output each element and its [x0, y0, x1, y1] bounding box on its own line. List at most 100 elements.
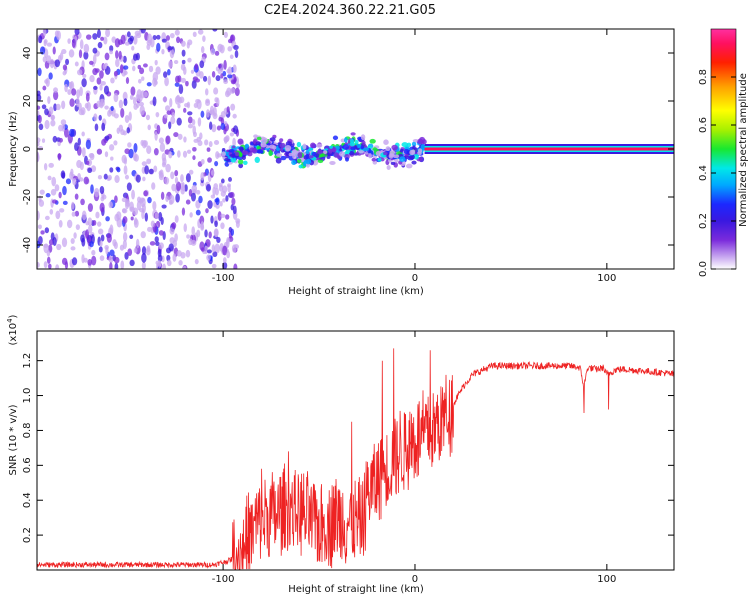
heat-cell: [55, 103, 61, 111]
chart-title: C2E4.2024.360.22.21.G05: [264, 3, 436, 18]
heat-cell: [182, 265, 187, 269]
heat-cell: [185, 173, 191, 183]
heat-cell: [99, 240, 103, 247]
heat-cell: [276, 153, 283, 157]
heat-cell: [197, 117, 202, 127]
heat-cell: [218, 184, 224, 192]
heat-cell: [47, 96, 51, 105]
heat-cell: [133, 217, 138, 225]
heat-cell: [401, 142, 409, 148]
heat-cell: [109, 50, 113, 55]
heat-cell: [41, 104, 47, 110]
heat-cell: [256, 136, 262, 141]
heat-cell: [96, 29, 101, 39]
heat-cell: [171, 183, 177, 192]
heat-cell: [229, 54, 234, 60]
heat-cell: [123, 98, 128, 106]
heat-cell: [215, 75, 221, 82]
y-tick-label: -40: [22, 237, 33, 253]
heat-cell: [174, 169, 179, 177]
heat-cell: [168, 60, 173, 69]
heat-cell: [169, 97, 173, 108]
heat-cell: [199, 60, 205, 69]
heat-cell: [58, 137, 63, 143]
heat-cell: [167, 46, 173, 51]
heat-cell: [50, 188, 57, 196]
heat-cell: [227, 38, 233, 44]
heat-cell: [296, 141, 302, 148]
heat-cell: [161, 204, 167, 209]
heat-cell: [235, 220, 240, 229]
heat-cell: [71, 257, 78, 266]
heat-cell: [81, 254, 85, 264]
heat-cell: [166, 110, 172, 115]
heat-cell: [121, 197, 127, 203]
heat-cell: [85, 229, 90, 239]
heat-cell: [195, 98, 201, 104]
heat-cell: [100, 80, 106, 86]
heat-cell: [79, 177, 84, 182]
heat-cell: [269, 137, 276, 142]
heat-cell: [97, 41, 103, 49]
heat-cell: [165, 163, 171, 173]
heat-cell: [74, 142, 79, 152]
heat-cell: [184, 102, 190, 108]
heat-cell: [185, 249, 191, 258]
heat-cell: [345, 149, 351, 154]
heat-cell: [135, 238, 140, 249]
heat-cell: [37, 67, 42, 77]
heat-cell: [154, 212, 159, 220]
heat-cell: [141, 246, 147, 255]
heat-cell: [310, 142, 316, 149]
heat-cell: [37, 146, 44, 151]
heat-cell: [284, 144, 292, 152]
y-tick-label: 0.2: [22, 527, 33, 543]
heat-cell: [83, 176, 89, 185]
heat-cell: [57, 153, 61, 161]
heat-cell: [81, 131, 85, 137]
heat-cell: [345, 157, 349, 162]
heat-cell: [154, 236, 159, 243]
heat-cell: [99, 70, 104, 79]
heat-cell: [91, 249, 96, 256]
heat-cell: [100, 98, 105, 107]
heat-cell: [44, 108, 49, 116]
heat-cell: [197, 140, 203, 147]
heat-cell: [369, 138, 376, 144]
heat-cell: [169, 48, 175, 59]
heat-cell: [97, 228, 104, 235]
heat-cell: [225, 214, 230, 220]
spectrogram-panel: -100 0 100 -40 -20 0 20 40 Height of straight l…: [8, 28, 675, 297]
heat-cell: [297, 152, 303, 159]
heat-cell: [37, 261, 40, 268]
heat-cell: [191, 226, 196, 236]
heat-cell: [220, 178, 225, 184]
heat-cell: [128, 111, 132, 121]
heat-cell: [388, 153, 394, 159]
heat-cell: [214, 160, 219, 167]
colorbar-tick-label: 0.8: [698, 69, 709, 85]
heat-cell: [210, 215, 214, 224]
heat-cell: [157, 254, 163, 262]
heat-cell: [90, 184, 94, 194]
heat-cell: [191, 184, 198, 194]
heat-cell: [176, 250, 182, 257]
heat-cell: [189, 212, 193, 218]
heat-cell: [417, 138, 424, 145]
heat-cell: [260, 142, 267, 148]
heat-cell: [110, 156, 114, 161]
heat-cell: [183, 136, 187, 143]
heat-cell: [102, 63, 107, 70]
heat-cell: [200, 46, 205, 54]
heat-cell: [55, 264, 60, 269]
heat-cell: [42, 85, 47, 91]
heat-cell: [103, 85, 110, 95]
heat-cell: [391, 144, 398, 151]
colorbar-tick-label: 0.4: [698, 165, 709, 181]
heat-cell: [209, 105, 215, 115]
heat-cell: [180, 77, 187, 83]
heat-cell: [167, 68, 171, 76]
heat-cell: [141, 252, 147, 263]
heat-cell: [111, 36, 117, 43]
heat-cell: [157, 260, 162, 268]
